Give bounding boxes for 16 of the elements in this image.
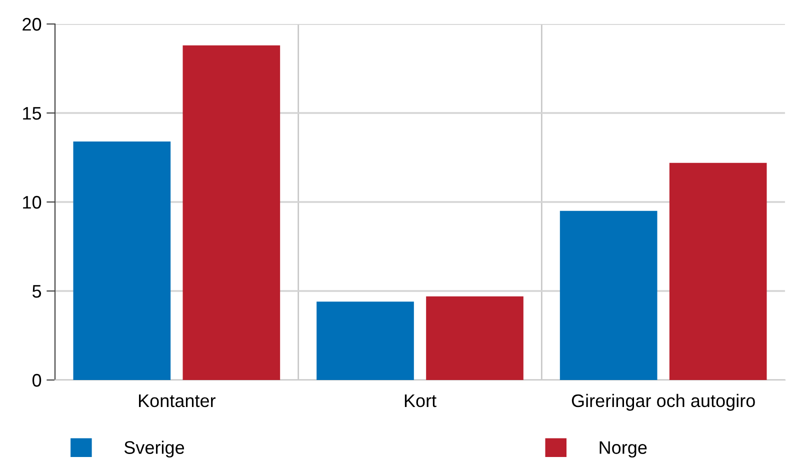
bar <box>669 162 767 380</box>
legend-label: Sverige <box>124 440 184 458</box>
legend-label: Norge <box>600 441 647 458</box>
x-tick-label: Kontanter <box>139 394 216 408</box>
bar <box>73 141 171 380</box>
y-tick-label: 10 <box>23 196 42 209</box>
y-tick-label: 5 <box>32 285 42 298</box>
bar <box>560 210 658 380</box>
bar <box>182 45 280 380</box>
x-tick-label: Kort <box>404 394 436 408</box>
bar <box>426 296 524 380</box>
y-tick-label: 0 <box>32 374 42 387</box>
x-tick-label: Gireringar och autogiro <box>572 394 755 411</box>
y-tick-label: 15 <box>23 107 42 120</box>
bar <box>316 302 414 380</box>
y-tick-label: 20 <box>22 18 42 31</box>
